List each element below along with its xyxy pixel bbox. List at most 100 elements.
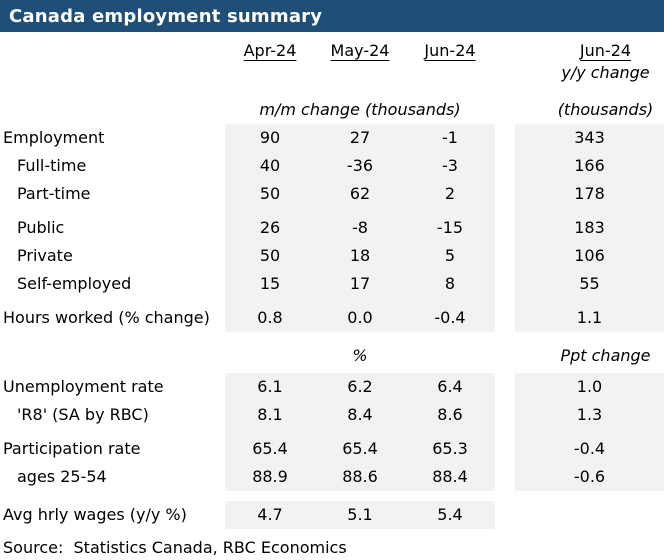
value-cell-apr-24: 40 <box>225 152 315 180</box>
yoy-value-cell: 1.0 <box>515 373 664 401</box>
row-label: Private <box>17 246 73 265</box>
value-cell-apr-24: 0.8 <box>225 304 315 332</box>
row-label: Hours worked (% change) <box>3 308 210 327</box>
value-cell-apr-24: 88.9 <box>225 463 315 491</box>
page-title: Canada employment summary <box>9 5 323 27</box>
value-cell-may-24: 17 <box>315 270 405 298</box>
yoy-value-cell: 106 <box>515 242 664 270</box>
value-cell-may-24: 62 <box>315 180 405 208</box>
column-gap <box>495 304 515 332</box>
value-cell-may-24: -36 <box>315 152 405 180</box>
yoy-change-label-row: y/y change <box>0 62 664 84</box>
yoy-change-label: y/y change <box>561 63 650 82</box>
table-body: Employment 90 27 -1 343 Full-time 40 -36 -3 166 Pa… <box>0 124 664 529</box>
value-cell-may-24: 27 <box>315 124 405 152</box>
yoy-spacer-cell <box>515 429 664 435</box>
value-cell-jun-24: 88.4 <box>405 463 495 491</box>
column-gap <box>495 270 515 298</box>
value-cell-jun-24: -0.4 <box>405 304 495 332</box>
table-row: Employment 90 27 -1 343 <box>0 124 664 152</box>
value-cell-may-24: 65.4 <box>315 435 405 463</box>
yoy-spacer-cell <box>515 208 664 214</box>
yoy-value-cell: 166 <box>515 152 664 180</box>
value-cell-apr-24: 50 <box>225 180 315 208</box>
row-label: Part-time <box>17 184 91 203</box>
value-cell-apr-24: 90 <box>225 124 315 152</box>
yoy-value-cell: 1.1 <box>515 304 664 332</box>
yoy-value-cell <box>515 501 664 529</box>
value-cell-jun-24: 6.4 <box>405 373 495 401</box>
table-row: Avg hrly wages (y/y %) 4.7 5.1 5.4 <box>0 501 664 529</box>
title-bar: Canada employment summary <box>0 0 664 32</box>
table-row: Private 50 18 5 106 <box>0 242 664 270</box>
column-gap <box>495 435 515 463</box>
group-spacer-row <box>0 429 664 435</box>
column-header-jun: Jun-24 <box>424 41 476 60</box>
column-gap <box>495 152 515 180</box>
section-mm-unit-label: % <box>352 346 368 365</box>
value-cell-apr-24: 26 <box>225 214 315 242</box>
yoy-value-cell: 1.3 <box>515 401 664 429</box>
row-label: Employment <box>3 128 105 147</box>
row-label: Unemployment rate <box>3 377 164 396</box>
yoy-value-cell: 183 <box>515 214 664 242</box>
column-header-row: Apr-24 May-24 Jun-24 Jun-24 <box>0 40 664 62</box>
value-cell-jun-24: 65.3 <box>405 435 495 463</box>
table-row: 'R8' (SA by RBC) 8.1 8.4 8.6 1.3 <box>0 401 664 429</box>
yoy-unit-label: (thousands) <box>557 100 654 119</box>
yoy-value-cell: 178 <box>515 180 664 208</box>
table-row: ages 25-54 88.9 88.6 88.4 -0.6 <box>0 463 664 491</box>
row-label: Full-time <box>17 156 87 175</box>
section-header-row: % Ppt change <box>0 344 664 368</box>
column-gap <box>495 214 515 242</box>
value-cell-jun-24: 8.6 <box>405 401 495 429</box>
units-row: m/m change (thousands) (thousands) <box>0 98 664 122</box>
value-cell-jun-24: 5 <box>405 242 495 270</box>
value-cell-apr-24: 50 <box>225 242 315 270</box>
value-cell-apr-24: 15 <box>225 270 315 298</box>
source-note: Source: Statistics Canada, RBC Economics <box>3 538 347 557</box>
table-row: Self-employed 15 17 8 55 <box>0 270 664 298</box>
value-cell-apr-24: 4.7 <box>225 501 315 529</box>
value-cell-may-24: 8.4 <box>315 401 405 429</box>
group-spacer-row <box>0 298 664 304</box>
value-cell-jun-24: -1 <box>405 124 495 152</box>
table-row: Participation rate 65.4 65.4 65.3 -0.4 <box>0 435 664 463</box>
row-label: Participation rate <box>3 439 141 458</box>
yoy-spacer-cell <box>515 298 664 304</box>
value-cell-may-24: 0.0 <box>315 304 405 332</box>
yoy-value-cell: 55 <box>515 270 664 298</box>
row-label: 'R8' (SA by RBC) <box>17 405 149 424</box>
column-gap <box>495 40 515 62</box>
table-row: Full-time 40 -36 -3 166 <box>0 152 664 180</box>
mm-unit-label: m/m change (thousands) <box>259 100 461 119</box>
value-cell-jun-24: 8 <box>405 270 495 298</box>
value-cell-apr-24: 65.4 <box>225 435 315 463</box>
table-block-1: Unemployment rate 6.1 6.2 6.4 1.0 'R8' (SA by… <box>0 373 664 491</box>
column-gap <box>495 124 515 152</box>
value-cell-apr-24: 8.1 <box>225 401 315 429</box>
table-block-2: Avg hrly wages (y/y %) 4.7 5.1 5.4 <box>0 501 664 529</box>
column-gap <box>495 401 515 429</box>
table-row: Hours worked (% change) 0.8 0.0 -0.4 1.1 <box>0 304 664 332</box>
value-cell-may-24: 18 <box>315 242 405 270</box>
column-gap <box>495 180 515 208</box>
value-cell-may-24: 5.1 <box>315 501 405 529</box>
table-block-0: Employment 90 27 -1 343 Full-time 40 -36 -3 166 Pa… <box>0 124 664 332</box>
column-gap <box>495 501 515 529</box>
column-header-yoy-month: Jun-24 <box>579 41 632 60</box>
header-spacer <box>0 40 225 62</box>
column-gap <box>495 242 515 270</box>
row-label: Self-employed <box>17 274 132 293</box>
value-cell-jun-24: 2 <box>405 180 495 208</box>
table-row: Public 26 -8 -15 183 <box>0 214 664 242</box>
table-row: Part-time 50 62 2 178 <box>0 180 664 208</box>
group-spacer-row <box>0 208 664 214</box>
row-label: ages 25-54 <box>17 467 107 486</box>
value-cell-may-24: 88.6 <box>315 463 405 491</box>
row-label: Public <box>17 218 65 237</box>
yoy-value-cell: 343 <box>515 124 664 152</box>
value-cell-may-24: -8 <box>315 214 405 242</box>
value-cell-jun-24: 5.4 <box>405 501 495 529</box>
value-cell-jun-24: -3 <box>405 152 495 180</box>
